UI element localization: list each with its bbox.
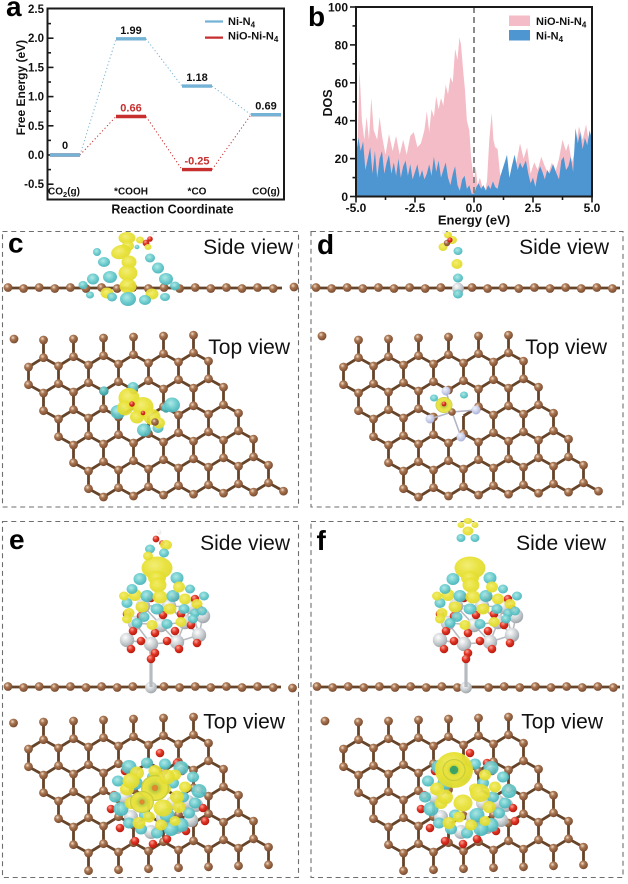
svg-text:100: 100 [328, 1, 348, 15]
svg-text:CO(g): CO(g) [252, 187, 280, 198]
svg-text:d: d [317, 229, 334, 260]
svg-text:20: 20 [335, 152, 349, 166]
svg-text:Energy (eV): Energy (eV) [438, 213, 510, 228]
svg-text:Side view: Side view [200, 532, 291, 555]
svg-text:0: 0 [62, 140, 68, 152]
svg-text:-0.25: -0.25 [184, 156, 209, 168]
svg-text:DOS: DOS [321, 89, 335, 116]
svg-text:80: 80 [335, 38, 349, 52]
svg-text:Ni-N4: Ni-N4 [536, 31, 564, 45]
svg-text:5.0: 5.0 [584, 201, 601, 215]
svg-text:f: f [317, 525, 327, 556]
svg-text:*COOH: *COOH [114, 187, 148, 198]
svg-text:*CO: *CO [188, 187, 207, 198]
svg-text:-5.0: -5.0 [346, 201, 367, 215]
svg-text:Top view: Top view [208, 336, 291, 359]
svg-text:0.0: 0.0 [28, 150, 44, 162]
svg-text:2.5: 2.5 [525, 201, 542, 215]
svg-text:b: b [308, 1, 325, 32]
svg-text:Top view: Top view [525, 336, 608, 359]
svg-text:NiO-Ni-N4: NiO-Ni-N4 [536, 16, 587, 30]
svg-text:0.66: 0.66 [120, 103, 141, 115]
svg-text:Side view: Side view [516, 532, 607, 555]
svg-text:Side view: Side view [519, 236, 610, 259]
svg-text:Top view: Top view [521, 711, 604, 734]
svg-text:-2.5: -2.5 [405, 201, 426, 215]
svg-text:1.18: 1.18 [186, 72, 207, 84]
svg-text:Side view: Side view [203, 236, 294, 259]
svg-text:40: 40 [335, 114, 349, 128]
svg-text:0: 0 [341, 190, 348, 204]
svg-text:CO2(g): CO2(g) [48, 187, 80, 200]
svg-text:0.0: 0.0 [466, 201, 483, 215]
svg-text:1.5: 1.5 [28, 62, 45, 74]
svg-text:1.99: 1.99 [120, 25, 141, 37]
svg-text:c: c [8, 228, 24, 259]
svg-text:0.5: 0.5 [28, 121, 45, 133]
svg-text:2.0: 2.0 [28, 33, 44, 45]
svg-text:-0.5: -0.5 [24, 179, 44, 191]
svg-text:e: e [9, 524, 25, 555]
svg-text:60: 60 [335, 76, 349, 90]
svg-text:NiO-Ni-N4: NiO-Ni-N4 [228, 31, 279, 45]
svg-text:0.69: 0.69 [255, 101, 276, 113]
svg-text:2.5: 2.5 [28, 4, 45, 16]
svg-text:Ni-N4: Ni-N4 [228, 16, 256, 30]
svg-text:Reaction Coordinate: Reaction Coordinate [111, 203, 233, 217]
svg-text:a: a [6, 0, 22, 22]
svg-text:1.0: 1.0 [28, 92, 44, 104]
svg-text:Top view: Top view [203, 711, 286, 734]
svg-text:Free Energy (eV): Free Energy (eV) [14, 40, 28, 135]
